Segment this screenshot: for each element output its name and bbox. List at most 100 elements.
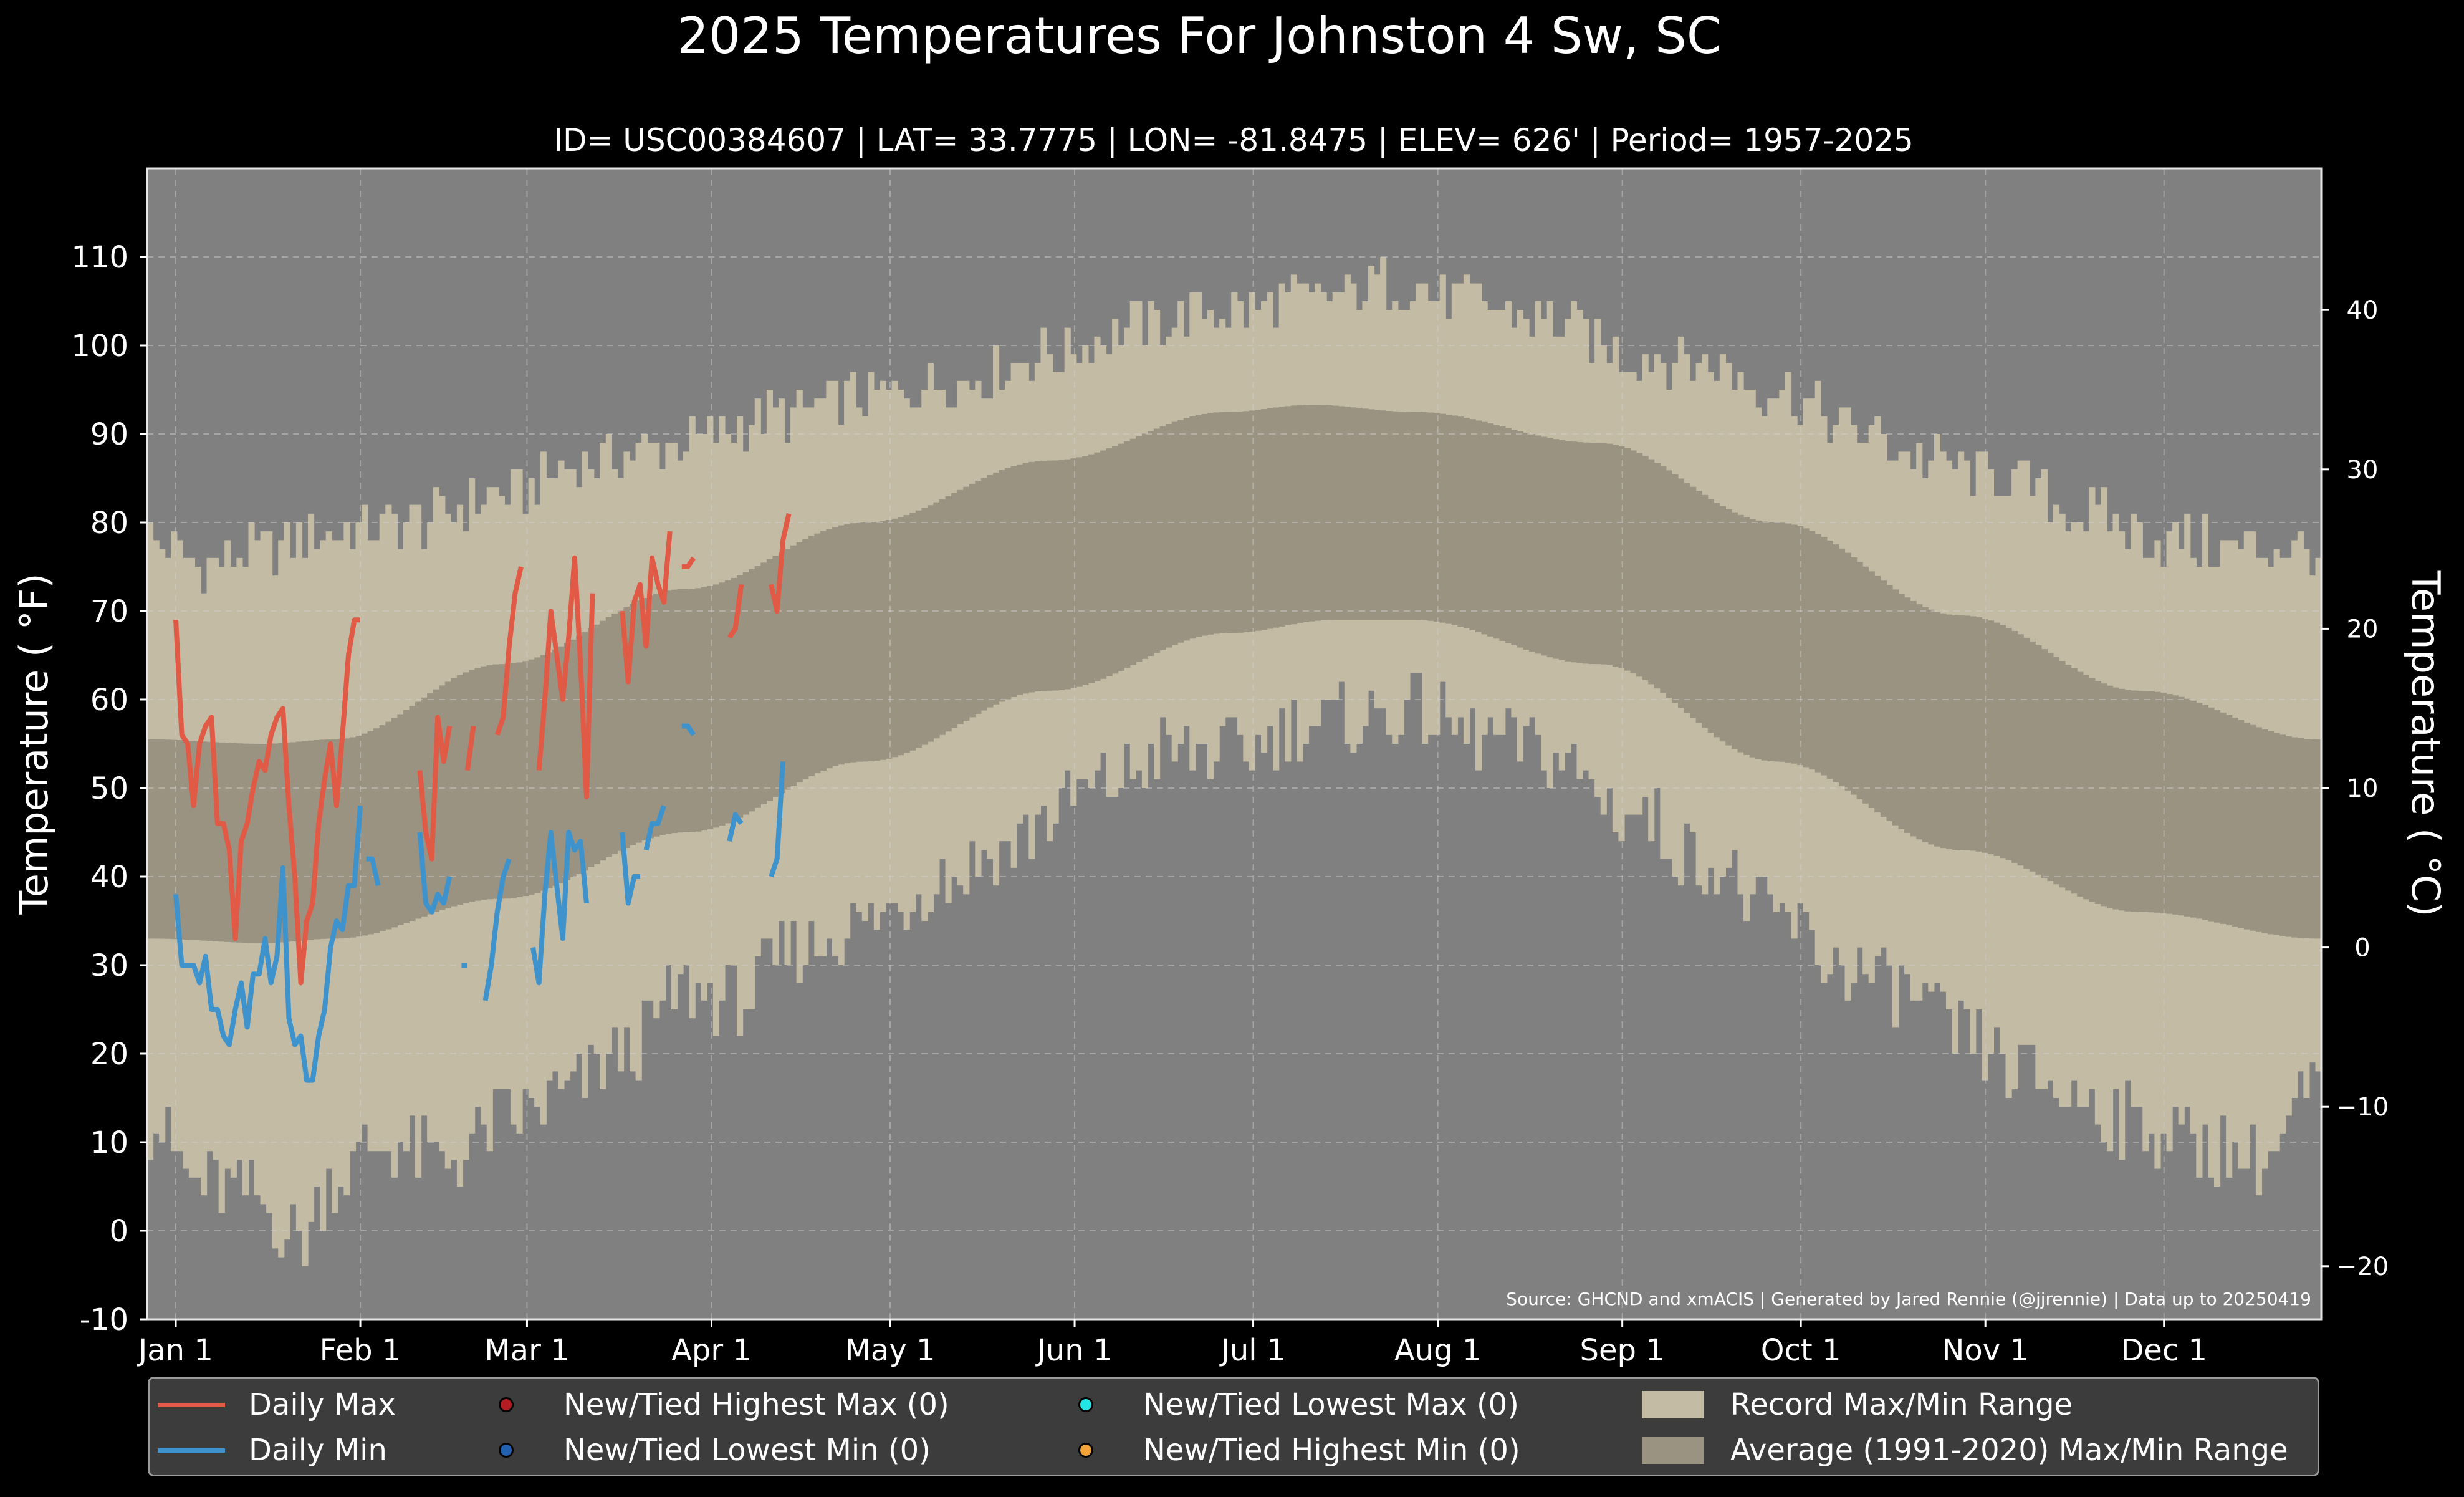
average-range-bar [671,589,678,834]
average-range-bar [570,639,577,877]
average-range-bar [176,740,183,940]
y-right-tick-label: 20 [2347,615,2379,643]
average-range-bar [1028,461,1035,693]
daily-max-line [173,617,360,986]
average-range-bar [1171,421,1178,645]
legend-item-record-range: Record Max/Min Range [1639,1386,2073,1423]
average-range-bar [742,572,749,815]
average-range-bar [1153,428,1161,653]
average-range-bar [778,552,785,794]
average-range-bar [1892,589,1899,826]
average-range-bar [2124,690,2131,912]
average-range-bar [516,662,523,898]
average-range-bar [183,740,189,940]
average-range-bar [1958,615,1965,850]
average-range-bar [802,539,809,779]
average-range-bar [1856,562,1863,799]
average-range-bar [1434,413,1441,622]
average-range-bar [796,542,803,783]
daily-max-line [536,555,595,800]
x-tick-label: Mar 1 [484,1333,569,1368]
daily-min-line [681,723,696,737]
y-tick-label: 90 [90,417,128,452]
average-range-bar [391,718,398,928]
average-range-bar [1427,412,1434,621]
average-range-bar [724,580,732,824]
source-note: Source: GHCND and xmACIS | Generated by … [1506,1289,2311,1309]
average-range-bar [915,510,922,748]
average-range-bar [302,741,309,941]
average-range-bar [1409,412,1417,620]
daily-max-line [494,566,524,736]
average-range-bar [1278,407,1285,627]
average-range-bar [1124,441,1131,668]
average-range-bar [2184,698,2191,917]
average-range-bar [1195,415,1202,637]
average-range-bar [1374,410,1381,620]
average-range-bar [880,521,886,760]
average-range-bar [790,545,797,786]
average-range-bar [1910,600,1917,837]
average-range-bar [1987,620,1995,855]
average-range-bar [1916,604,1923,840]
average-range-bar [295,741,303,941]
lowest-min-dot [499,1443,514,1458]
average-range-bar [980,478,988,711]
average-range-bar [171,739,178,940]
chart-subtitle: ID= USC00384607 | LAT= 33.7775 | LON= -8… [554,122,1914,158]
average-range-bar [1630,450,1637,674]
x-axis: Jan 1 Feb 1 Mar 1 Apr 1 May 1 Jun 1 Jul 1 Aug 1… [137,1319,2207,1368]
average-range-bar [1094,452,1101,681]
average-range-bar [266,743,273,943]
x-tick-label: Jan 1 [137,1333,213,1368]
average-range-bar [451,678,458,907]
average-range-bar [1809,531,1816,770]
average-range-bar [1707,499,1714,733]
average-range-bar [737,575,744,818]
average-range-bar [1791,524,1798,764]
average-range-swatch [1642,1437,1704,1464]
average-range-bar [1404,412,1411,620]
average-range-bar [230,743,237,943]
daily-max-line [727,584,744,639]
average-range-bar [1624,448,1631,671]
average-range-bar [2047,653,2054,882]
average-range-bar [1350,407,1357,620]
average-range-bar [784,549,791,790]
average-range-bar [2196,703,2203,919]
y-tick-label: 100 [71,329,128,363]
average-range-bar [2083,675,2089,900]
average-range-bar [1898,593,1905,829]
x-tick-label: Sep 1 [1580,1333,1665,1368]
average-range-bar [260,744,267,943]
plot-frame [146,167,2323,1321]
average-range-bar [951,493,958,728]
average-range-bar [1648,459,1655,685]
average-range-bar [1773,522,1780,762]
average-range-bar [820,531,827,771]
average-range-bar [1183,418,1190,641]
average-range-bar [861,522,868,762]
lowest-max-dot [1078,1397,1093,1412]
daily-max-line [681,556,696,569]
legend-item-average-range: Average (1991-2020) Max/Min Range [1639,1432,2288,1469]
average-range-bar [1767,522,1774,761]
average-range-bar [1148,431,1154,657]
average-range-bar [1541,436,1548,656]
average-range-bar [2071,668,2078,894]
average-range-bar [1451,415,1458,625]
average-range-bar [1166,424,1172,648]
average-range-bar [2077,671,2084,897]
average-range-bar [1302,405,1310,623]
average-range-bar [2309,739,2316,939]
daily-min-line [620,832,640,906]
average-range-bar [332,739,338,939]
y-axis-celsius: −20 −10 0 10 20 30 40 [2321,296,2389,1281]
average-range-bar [957,489,964,724]
average-range-bar [1297,405,1303,623]
x-tick-label: Jul 1 [1219,1333,1286,1368]
y-axis-label-right: Temperature ( °C) [2403,570,2448,917]
average-range-bar [635,600,642,843]
average-range-bar [927,505,934,742]
average-range-bar [1952,615,1958,850]
